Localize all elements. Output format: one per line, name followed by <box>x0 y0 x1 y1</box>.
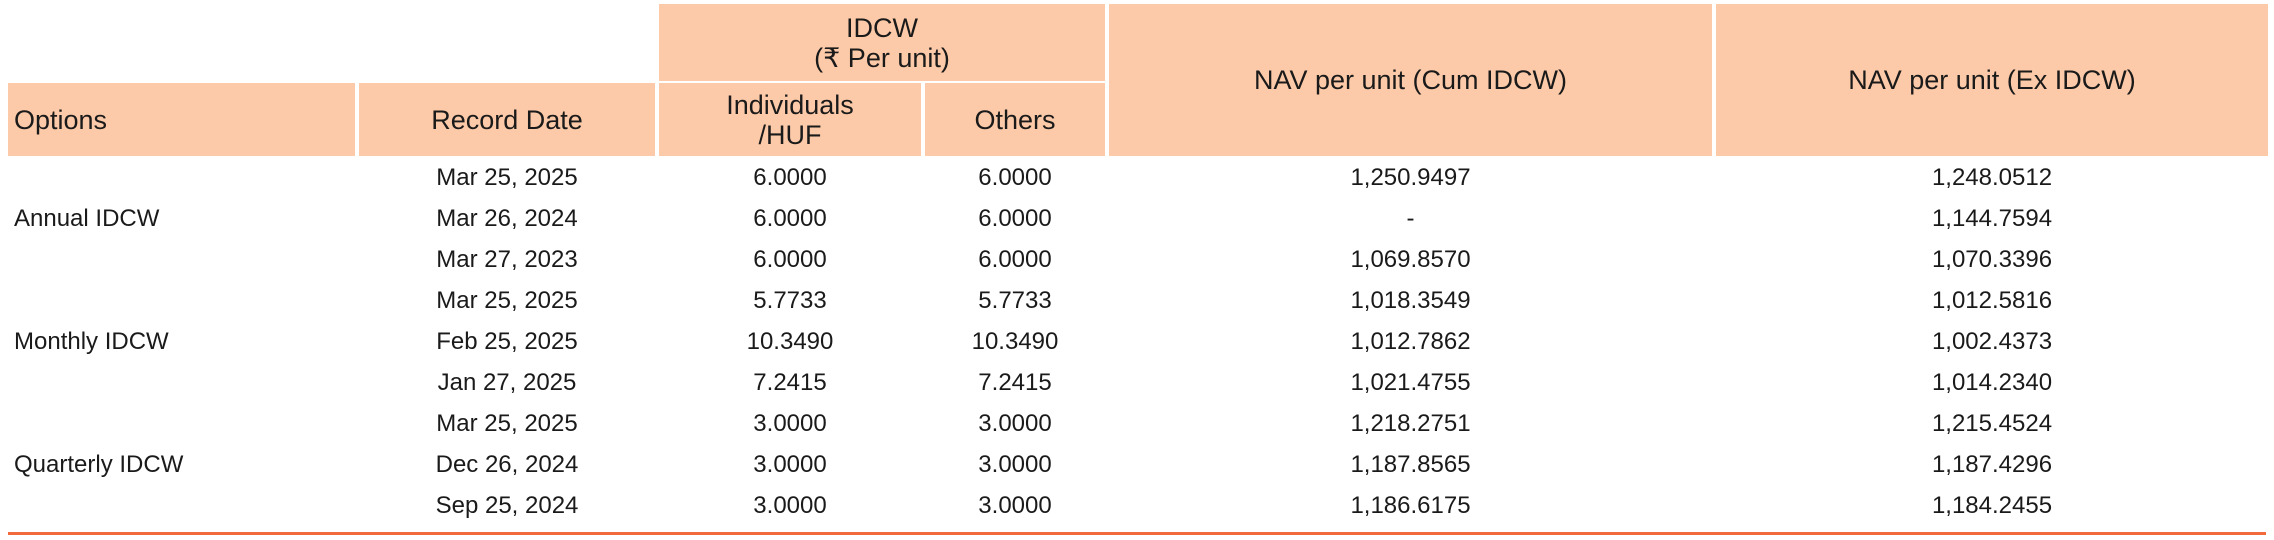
record-date-cell: Mar 27, 2023 <box>436 245 578 273</box>
table-row: Jan 27, 2025 7.2415 7.2415 1,021.4755 1,014.… <box>8 363 2268 402</box>
individuals-cell: 6.0000 <box>753 245 827 273</box>
idcw-unit: (₹ Per unit) <box>814 42 950 73</box>
individuals-cell: 3.0000 <box>753 409 827 437</box>
header-blank-cell <box>359 4 655 81</box>
others-cell: 5.7733 <box>978 286 1052 314</box>
options-header: Options <box>8 83 355 156</box>
nav-cum-header: NAV per unit (Cum IDCW) <box>1109 4 1712 156</box>
record-date-cell: Mar 25, 2025 <box>436 409 578 437</box>
record-date-cell: Dec 26, 2024 <box>435 450 579 478</box>
table-row: Sep 25, 2024 3.0000 3.0000 1,186.6175 1,184.… <box>8 486 2268 525</box>
nav-cum-cell: 1,218.2751 <box>1350 409 1471 437</box>
others-cell: 7.2415 <box>978 368 1052 396</box>
nav-ex-cell: 1,014.2340 <box>1931 368 2053 396</box>
individuals-cell: 7.2415 <box>753 368 827 396</box>
option-name-cell: Quarterly IDCW <box>14 450 184 478</box>
individuals-line2: /HUF <box>758 119 822 150</box>
others-cell: 3.0000 <box>978 450 1052 478</box>
record-date-cell: Mar 26, 2024 <box>436 204 578 232</box>
others-cell: 3.0000 <box>978 491 1052 519</box>
individuals-cell: 6.0000 <box>753 163 827 191</box>
nav-cum-cell: 1,250.9497 <box>1350 163 1471 191</box>
others-cell: 10.3490 <box>971 327 1059 355</box>
record-date-cell: Mar 25, 2025 <box>436 163 578 191</box>
nav-ex-cell: 1,184.2455 <box>1931 491 2053 519</box>
header-row-bottom: Options Record Date Individuals /HUF Oth… <box>8 83 2268 156</box>
nav-cum-cell: 1,186.6175 <box>1350 491 1471 519</box>
individuals-cell: 5.7733 <box>753 286 827 314</box>
record-date-cell: Mar 25, 2025 <box>436 286 578 314</box>
table-row: Mar 27, 2023 6.0000 6.0000 1,069.8570 1,070.… <box>8 240 2268 279</box>
nav-cum-cell: 1,012.7862 <box>1350 327 1471 355</box>
table-row: Dec 26, 2024 3.0000 3.0000 1,187.8565 1,187.… <box>8 445 2268 484</box>
individuals-header: Individuals /HUF <box>659 83 921 156</box>
table-row: Quarterly IDCW Mar 25, 2025 3.0000 3.0000 1,… <box>8 404 2268 478</box>
nav-ex-cell: 1,144.7594 <box>1931 204 2053 232</box>
header-blank-cell <box>8 4 355 81</box>
others-header: Others <box>925 83 1105 156</box>
table-body: Annual IDCW Mar 25, 2025 6.0000 6.0000 1,250… <box>8 158 2268 525</box>
nav-cum-cell: 1,018.3549 <box>1350 286 1471 314</box>
individuals-cell: 6.0000 <box>753 204 827 232</box>
nav-cum-cell: 1,069.8570 <box>1350 245 1471 273</box>
option-name-cell: Monthly IDCW <box>14 327 169 355</box>
table-header: IDCW (₹ Per unit) NAV per unit (Cum IDCW… <box>8 4 2268 156</box>
others-cell: 6.0000 <box>978 245 1052 273</box>
table-row: Feb 25, 2025 10.3490 10.3490 1,012.7862 1,00… <box>8 322 2268 361</box>
nav-ex-cell: 1,070.3396 <box>1931 245 2053 273</box>
nav-ex-cell: 1,187.4296 <box>1931 450 2053 478</box>
individuals-line1: Individuals <box>726 89 854 120</box>
nav-ex-cell: 1,215.4524 <box>1931 409 2053 437</box>
nav-ex-cell: 1,012.5816 <box>1931 286 2053 314</box>
table-row: Annual IDCW Mar 25, 2025 6.0000 6.0000 1,250… <box>8 158 2268 232</box>
individuals-cell: 3.0000 <box>753 450 827 478</box>
idcw-table: IDCW (₹ Per unit) NAV per unit (Cum IDCW… <box>4 2 2272 527</box>
idcw-group-header: IDCW (₹ Per unit) <box>659 4 1105 81</box>
nav-ex-header: NAV per unit (Ex IDCW) <box>1716 4 2268 156</box>
others-cell: 3.0000 <box>978 409 1052 437</box>
record-date-cell: Feb 25, 2025 <box>436 327 578 355</box>
nav-cum-cell: 1,187.8565 <box>1350 450 1471 478</box>
others-cell: 6.0000 <box>978 204 1052 232</box>
table-row: Mar 26, 2024 6.0000 6.0000 - 1,144.7594 <box>8 199 2268 238</box>
individuals-cell: 10.3490 <box>746 327 834 355</box>
record-date-header: Record Date <box>359 83 655 156</box>
others-cell: 6.0000 <box>978 163 1052 191</box>
option-name-cell: Annual IDCW <box>14 204 160 232</box>
nav-ex-cell: 1,248.0512 <box>1931 163 2053 191</box>
bottom-rule <box>8 532 2266 535</box>
record-date-cell: Jan 27, 2025 <box>437 368 577 396</box>
record-date-cell: Sep 25, 2024 <box>435 491 579 519</box>
individuals-cell: 3.0000 <box>753 491 827 519</box>
table-row: Monthly IDCW Mar 25, 2025 5.7733 5.7733 1,01… <box>8 281 2268 355</box>
nav-cum-cell: 1,021.4755 <box>1350 368 1471 396</box>
idcw-title: IDCW <box>846 12 918 43</box>
nav-ex-cell: 1,002.4373 <box>1931 327 2053 355</box>
header-row-top: IDCW (₹ Per unit) NAV per unit (Cum IDCW… <box>8 4 2268 156</box>
nav-cum-cell: - <box>1406 204 1415 232</box>
